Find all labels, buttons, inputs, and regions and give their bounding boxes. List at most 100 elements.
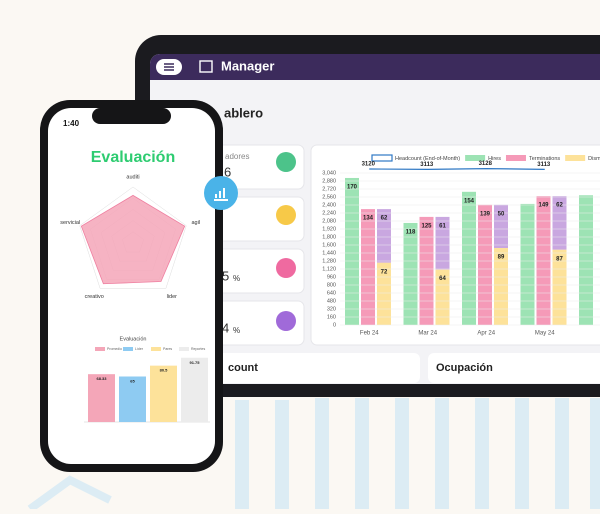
bar <box>377 209 391 263</box>
data-label: 61 <box>439 223 446 229</box>
card-icon <box>276 311 296 331</box>
legend-label: Líder <box>135 347 144 351</box>
radar-label: creativo <box>85 294 104 300</box>
data-label: 154 <box>464 198 475 204</box>
y-tick-label: 2,400 <box>322 202 336 208</box>
legend-label: Pares <box>163 347 172 351</box>
bar <box>520 203 535 325</box>
card-value: 6 <box>224 164 231 179</box>
radar-label: agil <box>191 220 200 226</box>
card-unit: % <box>233 274 240 283</box>
bar <box>345 177 359 325</box>
app-header <box>150 54 600 80</box>
radar-label: auditi <box>126 174 139 180</box>
data-label: 72 <box>381 269 388 275</box>
data-label: 89 <box>498 255 505 261</box>
legend-label: Reportes <box>191 347 205 351</box>
radar-ring <box>79 186 187 289</box>
x-tick-label: Feb 24 <box>360 331 379 337</box>
bar <box>435 216 450 270</box>
data-label: 62 <box>556 203 563 209</box>
bar <box>462 191 476 325</box>
legend-swatch <box>371 154 393 162</box>
y-tick-label: 1,280 <box>322 258 336 264</box>
radar-chart: auditi agil lider creativo servicial <box>60 174 200 299</box>
bar <box>181 357 208 422</box>
phone-time: 1:40 <box>63 119 80 128</box>
y-tick-label: 1,920 <box>322 226 336 232</box>
legend-swatch <box>123 347 133 351</box>
bar <box>536 196 551 325</box>
data-label: 64 <box>439 276 446 282</box>
legend-swatch <box>465 155 486 161</box>
data-label: 149 <box>538 203 549 209</box>
legend-label: Promedio <box>107 347 122 351</box>
data-label: 170 <box>347 185 358 191</box>
phone-title: Evaluación <box>91 149 175 166</box>
decor <box>27 398 600 513</box>
card-value: 4 <box>222 320 229 335</box>
card-icon <box>276 258 296 278</box>
data-label: 134 <box>363 216 374 222</box>
y-tick-label: 800 <box>327 282 336 288</box>
bar <box>494 248 508 325</box>
legend-label: Dism <box>588 156 600 162</box>
bar <box>88 374 115 422</box>
chart-title: Evaluación <box>120 336 147 342</box>
legend-label: Hires <box>488 156 501 162</box>
dashboard-chart: 0 160 320 480 640 800 960 1,120 1,280 1,440 1,600 1… <box>322 154 600 337</box>
app-title: Manager <box>221 58 274 73</box>
y-tick-label: 960 <box>327 274 336 280</box>
x-tick-label: Mar 24 <box>418 331 437 337</box>
data-label: 139 <box>480 211 491 217</box>
legend-swatch <box>95 347 105 351</box>
radar-label: lider <box>167 294 178 300</box>
data-label: 62 <box>381 216 388 222</box>
legend-label: Headcount (End-of-Month) <box>395 156 460 162</box>
y-tick-label: 3,040 <box>322 170 336 176</box>
y-tick-label: 1,600 <box>322 242 336 248</box>
bar <box>419 216 434 325</box>
y-tick-label: 1,800 <box>322 234 336 240</box>
y-tick-label: 1,120 <box>322 266 336 272</box>
data-label: 125 <box>421 223 432 229</box>
y-tick-label: 2,720 <box>322 186 336 192</box>
y-tick-label: 2,880 <box>322 178 336 184</box>
bar <box>150 365 177 422</box>
data-label: 3113 <box>420 162 434 168</box>
legend-swatch <box>565 155 586 161</box>
bottom-card-title: Ocupación <box>436 362 493 374</box>
radar-label: servicial <box>60 220 80 226</box>
y-tick-label: 160 <box>327 314 336 320</box>
data-label: 3113 <box>537 162 551 168</box>
bar <box>119 376 146 422</box>
data-label: 68.33 <box>96 376 107 381</box>
legend-swatch <box>151 347 161 351</box>
bar <box>403 222 418 325</box>
y-tick-label: 480 <box>327 298 336 304</box>
page-title: ablero <box>224 105 263 120</box>
data-label: 80.5 <box>160 368 169 373</box>
line <box>369 167 545 170</box>
data-label: 3128 <box>479 161 493 167</box>
x-tick-label: Apr 24 <box>477 331 495 337</box>
bar <box>361 209 375 325</box>
radar-area <box>80 194 186 285</box>
data-label: 65 <box>130 379 135 384</box>
y-tick-label: 1,440 <box>322 250 336 256</box>
card-icon <box>276 152 296 172</box>
y-tick-label: 320 <box>327 306 336 312</box>
legend-swatch <box>179 347 189 351</box>
y-tick-label: 640 <box>327 290 336 296</box>
bottom-card-title: count <box>228 362 258 374</box>
data-label: 87 <box>556 256 563 262</box>
phone-notch <box>92 108 171 124</box>
data-label: 50 <box>498 211 505 217</box>
legend-label: Terminations <box>529 156 560 162</box>
card-unit: % <box>233 326 240 335</box>
bottom-card <box>428 353 600 383</box>
card-label: adores <box>225 152 249 161</box>
card-icon <box>276 205 296 225</box>
y-tick-label: 2,240 <box>322 210 336 216</box>
